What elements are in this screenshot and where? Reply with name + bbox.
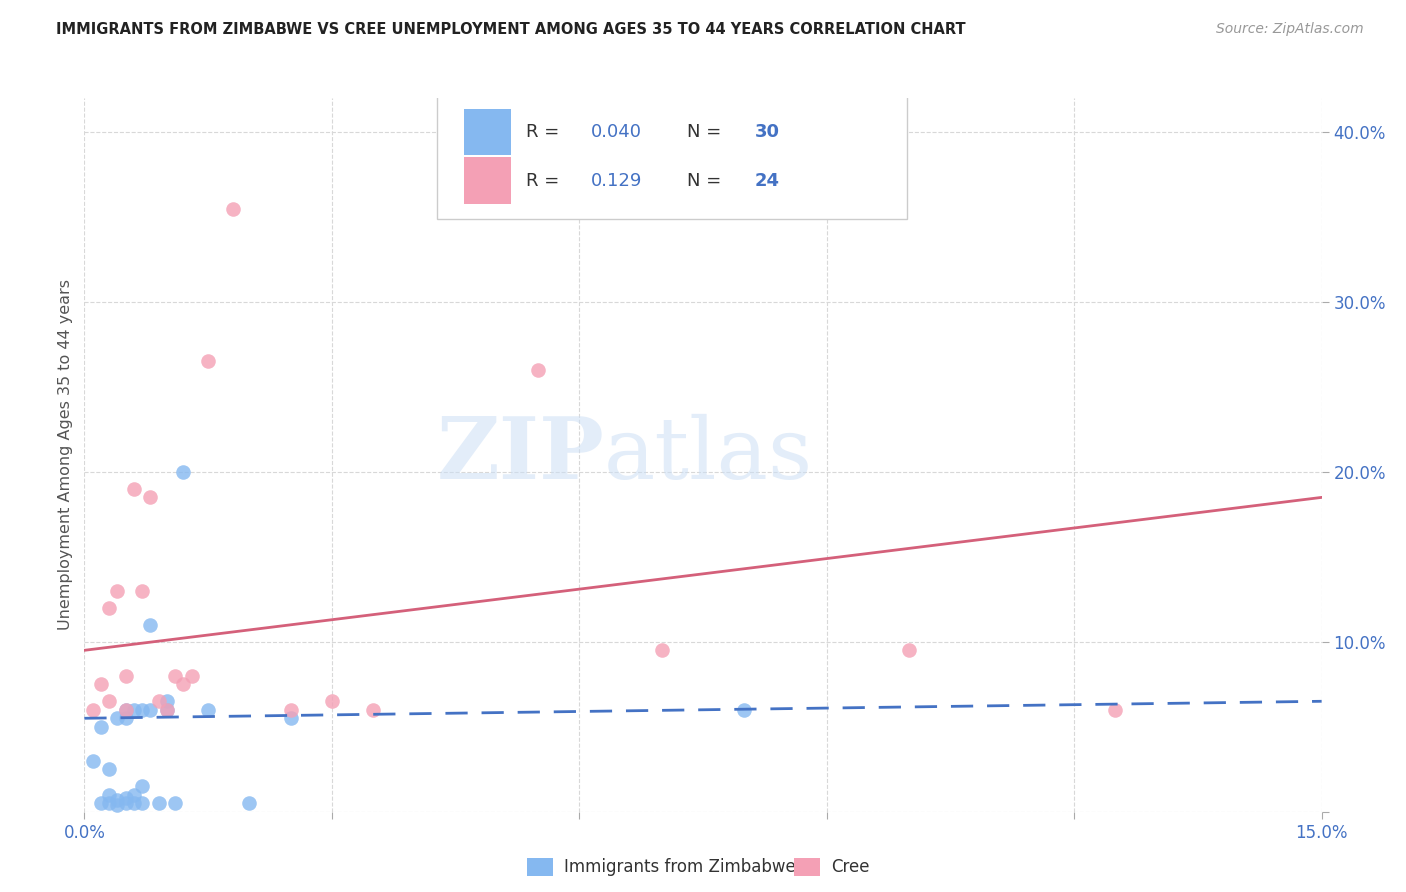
FancyBboxPatch shape: [464, 157, 512, 203]
Point: [139, 491, 162, 505]
Point: [527, 363, 550, 377]
Point: [139, 617, 162, 632]
Text: 0.129: 0.129: [591, 171, 641, 189]
Point: [105, 583, 128, 598]
Text: Immigrants from Zimbabwe: Immigrants from Zimbabwe: [564, 858, 796, 876]
Point: [114, 711, 136, 725]
Point: [280, 703, 302, 717]
Point: [139, 703, 162, 717]
Point: [122, 788, 145, 802]
Point: [105, 797, 128, 812]
Point: [90, 677, 112, 691]
Point: [131, 779, 153, 793]
Text: R =: R =: [526, 123, 565, 141]
Point: [148, 694, 170, 708]
Point: [114, 703, 136, 717]
FancyBboxPatch shape: [437, 95, 907, 219]
Text: atlas: atlas: [605, 413, 813, 497]
Text: N =: N =: [688, 171, 727, 189]
Point: [114, 703, 136, 717]
Point: [172, 465, 194, 479]
Text: Cree: Cree: [831, 858, 869, 876]
Text: 0.040: 0.040: [591, 123, 641, 141]
Point: [98, 762, 121, 776]
Point: [148, 796, 170, 810]
Point: [90, 720, 112, 734]
Point: [98, 600, 121, 615]
Text: IMMIGRANTS FROM ZIMBABWE VS CREE UNEMPLOYMENT AMONG AGES 35 TO 44 YEARS CORRELAT: IMMIGRANTS FROM ZIMBABWE VS CREE UNEMPLO…: [56, 22, 966, 37]
Text: N =: N =: [688, 123, 727, 141]
Point: [114, 796, 136, 810]
Point: [172, 677, 194, 691]
Point: [165, 669, 187, 683]
Text: ZIP: ZIP: [436, 413, 605, 497]
Point: [238, 796, 260, 810]
Point: [122, 796, 145, 810]
Point: [1104, 703, 1126, 717]
Point: [361, 703, 384, 717]
Point: [98, 796, 121, 810]
Point: [98, 788, 121, 802]
Point: [122, 703, 145, 717]
FancyBboxPatch shape: [464, 109, 512, 155]
Point: [131, 703, 153, 717]
Point: [131, 583, 153, 598]
Text: 24: 24: [755, 171, 780, 189]
Point: [131, 796, 153, 810]
Point: [156, 694, 179, 708]
Point: [114, 791, 136, 805]
Point: [651, 643, 673, 657]
Point: [156, 703, 179, 717]
Point: [180, 669, 202, 683]
Point: [898, 643, 921, 657]
Point: [197, 703, 219, 717]
Point: [156, 703, 179, 717]
Point: [90, 796, 112, 810]
Point: [105, 711, 128, 725]
Point: [82, 703, 104, 717]
Point: [114, 669, 136, 683]
Text: Source: ZipAtlas.com: Source: ZipAtlas.com: [1216, 22, 1364, 37]
Point: [122, 482, 145, 496]
Point: [98, 694, 121, 708]
Point: [105, 793, 128, 807]
Point: [733, 703, 755, 717]
Point: [222, 202, 245, 216]
Text: R =: R =: [526, 171, 571, 189]
Y-axis label: Unemployment Among Ages 35 to 44 years: Unemployment Among Ages 35 to 44 years: [58, 279, 73, 631]
Point: [197, 354, 219, 368]
Text: 30: 30: [755, 123, 780, 141]
Point: [280, 711, 302, 725]
Point: [321, 694, 343, 708]
Point: [165, 796, 187, 810]
Point: [82, 754, 104, 768]
